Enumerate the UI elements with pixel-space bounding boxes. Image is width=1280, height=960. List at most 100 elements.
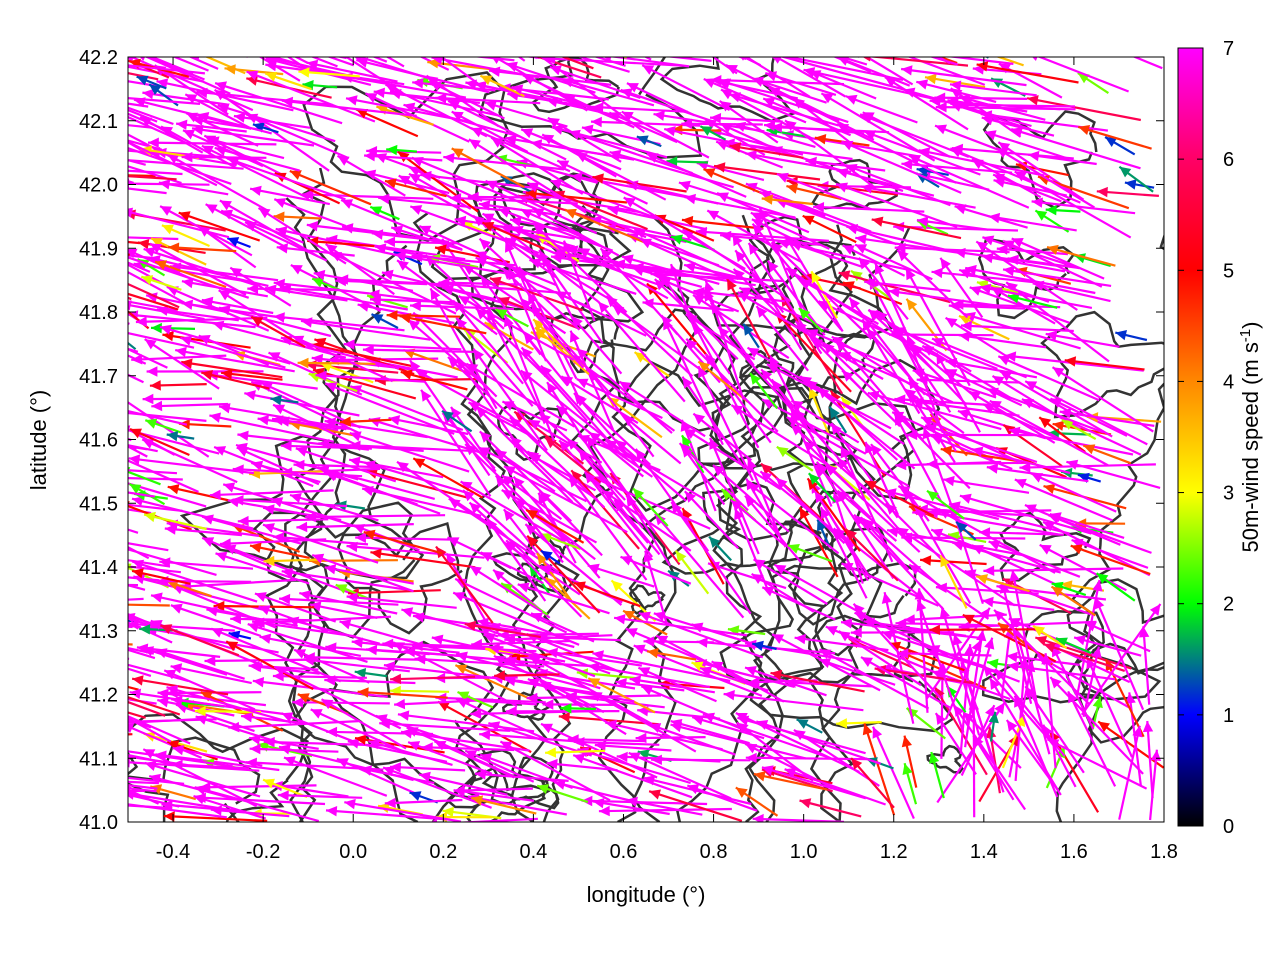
wind-vector bbox=[1082, 646, 1102, 718]
wind-vector bbox=[955, 520, 977, 541]
wind-vector bbox=[354, 668, 388, 679]
wind-vector bbox=[142, 393, 213, 405]
wind-vector bbox=[944, 639, 982, 720]
wind-vector bbox=[637, 666, 717, 703]
wind-vector bbox=[346, 592, 457, 609]
wind-vector bbox=[281, 712, 360, 745]
wind-vector bbox=[317, 465, 435, 500]
wind-vector bbox=[836, 123, 957, 184]
wind-vector bbox=[128, 175, 177, 181]
terrain-contour bbox=[675, 266, 809, 822]
wind-vector bbox=[412, 78, 496, 92]
wind-vector bbox=[128, 71, 159, 81]
wind-vector bbox=[520, 208, 595, 244]
wind-vector bbox=[431, 57, 540, 79]
terrain-contour bbox=[265, 167, 359, 822]
wind-vector bbox=[468, 501, 536, 565]
wind-vector bbox=[226, 237, 251, 249]
wind-vector bbox=[154, 260, 227, 289]
wind-vector bbox=[257, 207, 347, 265]
wind-vector bbox=[263, 555, 322, 567]
colorbar-tick-label: 7 bbox=[1223, 38, 1234, 60]
wind-vector bbox=[751, 640, 777, 651]
wind-vector bbox=[164, 524, 242, 537]
wind-vector bbox=[1046, 244, 1116, 267]
wind-vector bbox=[776, 445, 814, 472]
wind-vector bbox=[407, 741, 493, 775]
wind-vector bbox=[500, 655, 609, 669]
wind-vector bbox=[684, 193, 796, 219]
wind-vector bbox=[852, 602, 942, 699]
wind-vector bbox=[128, 603, 170, 607]
wind-vector bbox=[897, 648, 992, 659]
wind-vector bbox=[836, 57, 911, 87]
wind-vector bbox=[310, 708, 410, 755]
wind-vector bbox=[128, 542, 169, 552]
wind-vector bbox=[407, 318, 491, 391]
wind-vector bbox=[626, 82, 695, 117]
wind-vector bbox=[764, 71, 837, 96]
wind-vector bbox=[1064, 356, 1145, 371]
wind-vector bbox=[692, 322, 760, 449]
wind-vector bbox=[201, 296, 274, 315]
wind-vector bbox=[363, 529, 443, 555]
wind-vector bbox=[733, 121, 816, 148]
wind-vector bbox=[564, 208, 648, 245]
wind-vector bbox=[128, 715, 191, 745]
wind-vector bbox=[583, 471, 653, 558]
y-tick-label: 41.8 bbox=[79, 302, 118, 324]
wind-vector bbox=[264, 71, 312, 91]
wind-vector bbox=[818, 658, 896, 686]
wind-vector bbox=[1067, 690, 1117, 787]
wind-vector bbox=[128, 718, 217, 723]
wind-vector bbox=[250, 315, 306, 348]
wind-vector bbox=[396, 460, 503, 533]
wind-vector bbox=[712, 464, 790, 533]
wind-vector bbox=[524, 523, 623, 606]
wind-vector bbox=[975, 574, 1030, 593]
wind-vector bbox=[934, 712, 977, 776]
wind-vector bbox=[141, 438, 238, 484]
wind-vector bbox=[509, 416, 606, 509]
wind-vector bbox=[240, 712, 311, 725]
wind-vector bbox=[166, 153, 268, 212]
wind-vector bbox=[794, 633, 889, 652]
wind-vector bbox=[400, 369, 468, 391]
wind-vector bbox=[648, 789, 743, 822]
wind-vector bbox=[250, 661, 320, 675]
wind-vector bbox=[495, 308, 529, 328]
wind-vector bbox=[703, 168, 768, 197]
wind-vector bbox=[674, 550, 710, 595]
colorbar-label: 50m-wind speed (m s-1) bbox=[1237, 322, 1264, 553]
wind-vector bbox=[1094, 597, 1145, 711]
wind-vector bbox=[1026, 95, 1142, 122]
wind-vector bbox=[270, 394, 299, 406]
wind-vector bbox=[592, 173, 687, 193]
wind-vector bbox=[249, 185, 331, 206]
wind-vector bbox=[891, 324, 952, 413]
y-tick-label: 41.7 bbox=[79, 366, 118, 388]
wind-vector bbox=[816, 519, 830, 546]
wind-vector bbox=[251, 617, 357, 638]
x-tick-label: 0.0 bbox=[339, 841, 367, 863]
wind-vector bbox=[128, 700, 166, 717]
wind-vector bbox=[213, 445, 314, 488]
wind-vector bbox=[151, 400, 229, 412]
wind-vector bbox=[386, 144, 417, 156]
wind-vector bbox=[501, 400, 568, 432]
wind-vector bbox=[841, 140, 962, 194]
wind-vectors bbox=[128, 57, 1164, 822]
wind-vector bbox=[1070, 544, 1151, 576]
wind-vector bbox=[297, 357, 376, 369]
wind-vector bbox=[163, 811, 268, 822]
wind-vector bbox=[201, 370, 270, 390]
wind-vector bbox=[441, 409, 473, 433]
wind-vector bbox=[711, 660, 785, 703]
wind-vector bbox=[229, 266, 292, 307]
wind-vector bbox=[167, 484, 232, 503]
wind-vector bbox=[394, 251, 524, 278]
wind-vector bbox=[128, 491, 155, 498]
wind-vector bbox=[971, 446, 1071, 474]
wind-vector bbox=[546, 758, 618, 772]
